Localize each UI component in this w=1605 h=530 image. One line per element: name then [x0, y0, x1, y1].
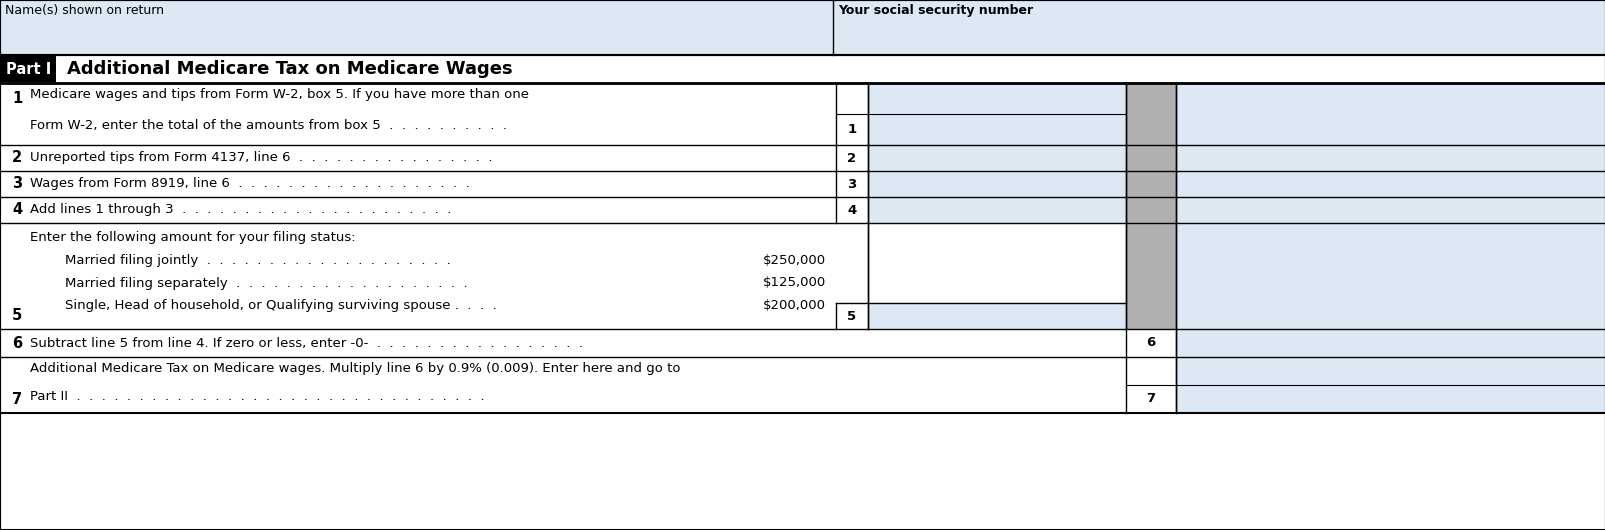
Bar	[1175, 171, 1605, 197]
Bar	[1125, 385, 1175, 413]
Bar	[0, 0, 1605, 55]
Text: Additional Medicare Tax on Medicare Wages: Additional Medicare Tax on Medicare Wage…	[67, 60, 512, 78]
Text: $250,000: $250,000	[762, 254, 825, 267]
Text: $125,000: $125,000	[762, 277, 825, 289]
Text: 2: 2	[847, 152, 855, 164]
Text: Name(s) shown on return: Name(s) shown on return	[5, 4, 164, 17]
Text: 4: 4	[11, 202, 22, 217]
Bar	[0, 55, 1605, 83]
Text: Wages from Form 8919, line 6  .  .  .  .  .  .  .  .  .  .  .  .  .  .  .  .  . : Wages from Form 8919, line 6 . . . . . .…	[30, 178, 469, 190]
Text: Your social security number: Your social security number	[838, 4, 1032, 17]
Text: Part I: Part I	[6, 61, 51, 76]
Bar	[836, 303, 867, 329]
Bar	[867, 83, 1125, 145]
Bar	[2, 56, 56, 82]
Text: 1: 1	[11, 91, 22, 106]
Text: Form W-2, enter the total of the amounts from box 5  .  .  .  .  .  .  .  .  .  : Form W-2, enter the total of the amounts…	[30, 119, 507, 132]
Text: Married filing jointly  .  .  .  .  .  .  .  .  .  .  .  .  .  .  .  .  .  .  . : Married filing jointly . . . . . . . . .…	[64, 254, 451, 267]
Bar	[867, 197, 1125, 223]
Text: 3: 3	[847, 178, 855, 190]
Text: 7: 7	[11, 392, 22, 407]
Text: 7: 7	[1146, 393, 1156, 405]
Text: Part II  .  .  .  .  .  .  .  .  .  .  .  .  .  .  .  .  .  .  .  .  .  .  .  . : Part II . . . . . . . . . . . . . . . . …	[30, 390, 485, 403]
Text: 6: 6	[11, 335, 22, 350]
Text: 6: 6	[1146, 337, 1156, 349]
Bar	[1125, 145, 1175, 171]
Text: Subtract line 5 from line 4. If zero or less, enter -0-  .  .  .  .  .  .  .  . : Subtract line 5 from line 4. If zero or …	[30, 337, 583, 349]
Text: 5: 5	[11, 308, 22, 323]
Bar	[1125, 223, 1175, 329]
Bar	[867, 303, 1125, 329]
Bar	[1125, 83, 1175, 145]
Bar	[836, 145, 867, 171]
Bar	[867, 171, 1125, 197]
Bar	[836, 171, 867, 197]
Bar	[1175, 83, 1605, 145]
Text: Unreported tips from Form 4137, line 6  .  .  .  .  .  .  .  .  .  .  .  .  .  .: Unreported tips from Form 4137, line 6 .…	[30, 152, 493, 164]
Bar	[836, 197, 867, 223]
Bar	[836, 83, 867, 145]
Bar	[1125, 329, 1175, 357]
Bar	[1125, 197, 1175, 223]
Bar	[867, 145, 1125, 171]
Text: 3: 3	[11, 176, 22, 191]
Bar	[1125, 171, 1175, 197]
Text: 1: 1	[847, 123, 855, 136]
Text: Medicare wages and tips from Form W-2, box 5. If you have more than one: Medicare wages and tips from Form W-2, b…	[30, 88, 528, 101]
Bar	[1175, 357, 1605, 413]
Text: Married filing separately  .  .  .  .  .  .  .  .  .  .  .  .  .  .  .  .  .  . : Married filing separately . . . . . . . …	[64, 277, 467, 289]
Bar	[1175, 197, 1605, 223]
Text: $200,000: $200,000	[762, 299, 825, 312]
Text: Additional Medicare Tax on Medicare wages. Multiply line 6 by 0.9% (0.009). Ente: Additional Medicare Tax on Medicare wage…	[30, 362, 681, 375]
Bar	[1175, 329, 1605, 357]
Text: Enter the following amount for your filing status:: Enter the following amount for your fili…	[30, 231, 355, 244]
Bar	[1175, 145, 1605, 171]
Text: 2: 2	[11, 151, 22, 165]
Text: Single, Head of household, or Qualifying surviving spouse .  .  .  .: Single, Head of household, or Qualifying…	[64, 299, 496, 312]
Text: Add lines 1 through 3  .  .  .  .  .  .  .  .  .  .  .  .  .  .  .  .  .  .  .  : Add lines 1 through 3 . . . . . . . . . …	[30, 204, 451, 216]
Text: 5: 5	[847, 310, 855, 322]
Bar	[1175, 223, 1605, 329]
Text: 4: 4	[847, 204, 855, 216]
